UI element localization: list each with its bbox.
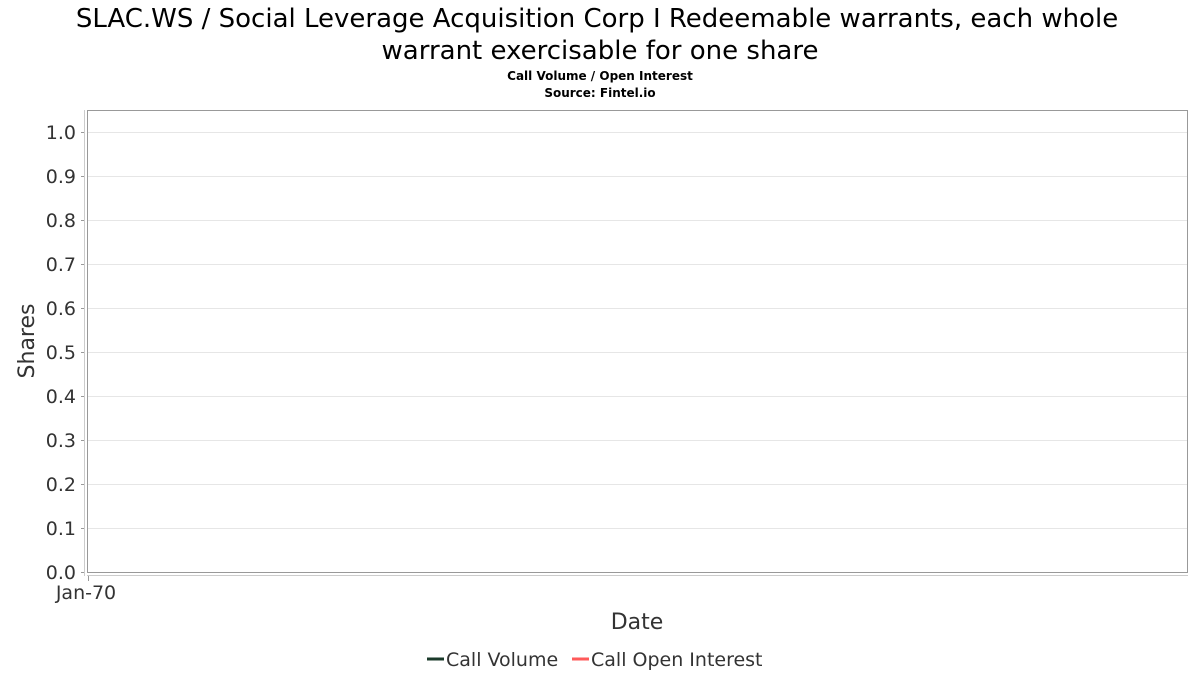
y-tick-label: 0.1	[46, 518, 76, 540]
chart-title-line-1: SLAC.WS / Social Leverage Acquisition Co…	[76, 4, 1118, 34]
y-tick-label: 0.2	[46, 474, 76, 496]
chart-subtitle-line-1: Call Volume / Open Interest	[507, 69, 693, 83]
chart-title-line-2: warrant exercisable for one share	[382, 36, 819, 66]
x-axis: Jan-70	[55, 576, 116, 604]
y-tick-label: 0.5	[46, 342, 76, 364]
y-axis: 0.0 0.1 0.2 0.3 0.4 0.5 0.6 0.7 0.8 0.9 1.0	[46, 122, 85, 584]
y-tick-label: 0.4	[46, 386, 76, 408]
legend: Call Volume Call Open Interest	[427, 649, 763, 671]
plot-area	[87, 110, 1188, 573]
y-tick-label: 0.9	[46, 166, 76, 188]
x-tick-label: Jan-70	[55, 582, 116, 604]
legend-label-call-open-interest: Call Open Interest	[591, 649, 763, 671]
grid-layer	[88, 132, 1187, 529]
y-tick-label: 0.7	[46, 254, 76, 276]
y-axis-title: Shares	[15, 304, 40, 379]
chart-subtitle-line-2: Source: Fintel.io	[544, 86, 655, 100]
y-tick-label: 0.8	[46, 210, 76, 232]
y-tick-label: 0.0	[46, 562, 76, 584]
legend-label-call-volume: Call Volume	[446, 649, 558, 671]
y-tick-label: 0.6	[46, 298, 76, 320]
y-tick-label: 1.0	[46, 122, 76, 144]
x-axis-title: Date	[611, 610, 664, 635]
y-tick-label: 0.3	[46, 430, 76, 452]
